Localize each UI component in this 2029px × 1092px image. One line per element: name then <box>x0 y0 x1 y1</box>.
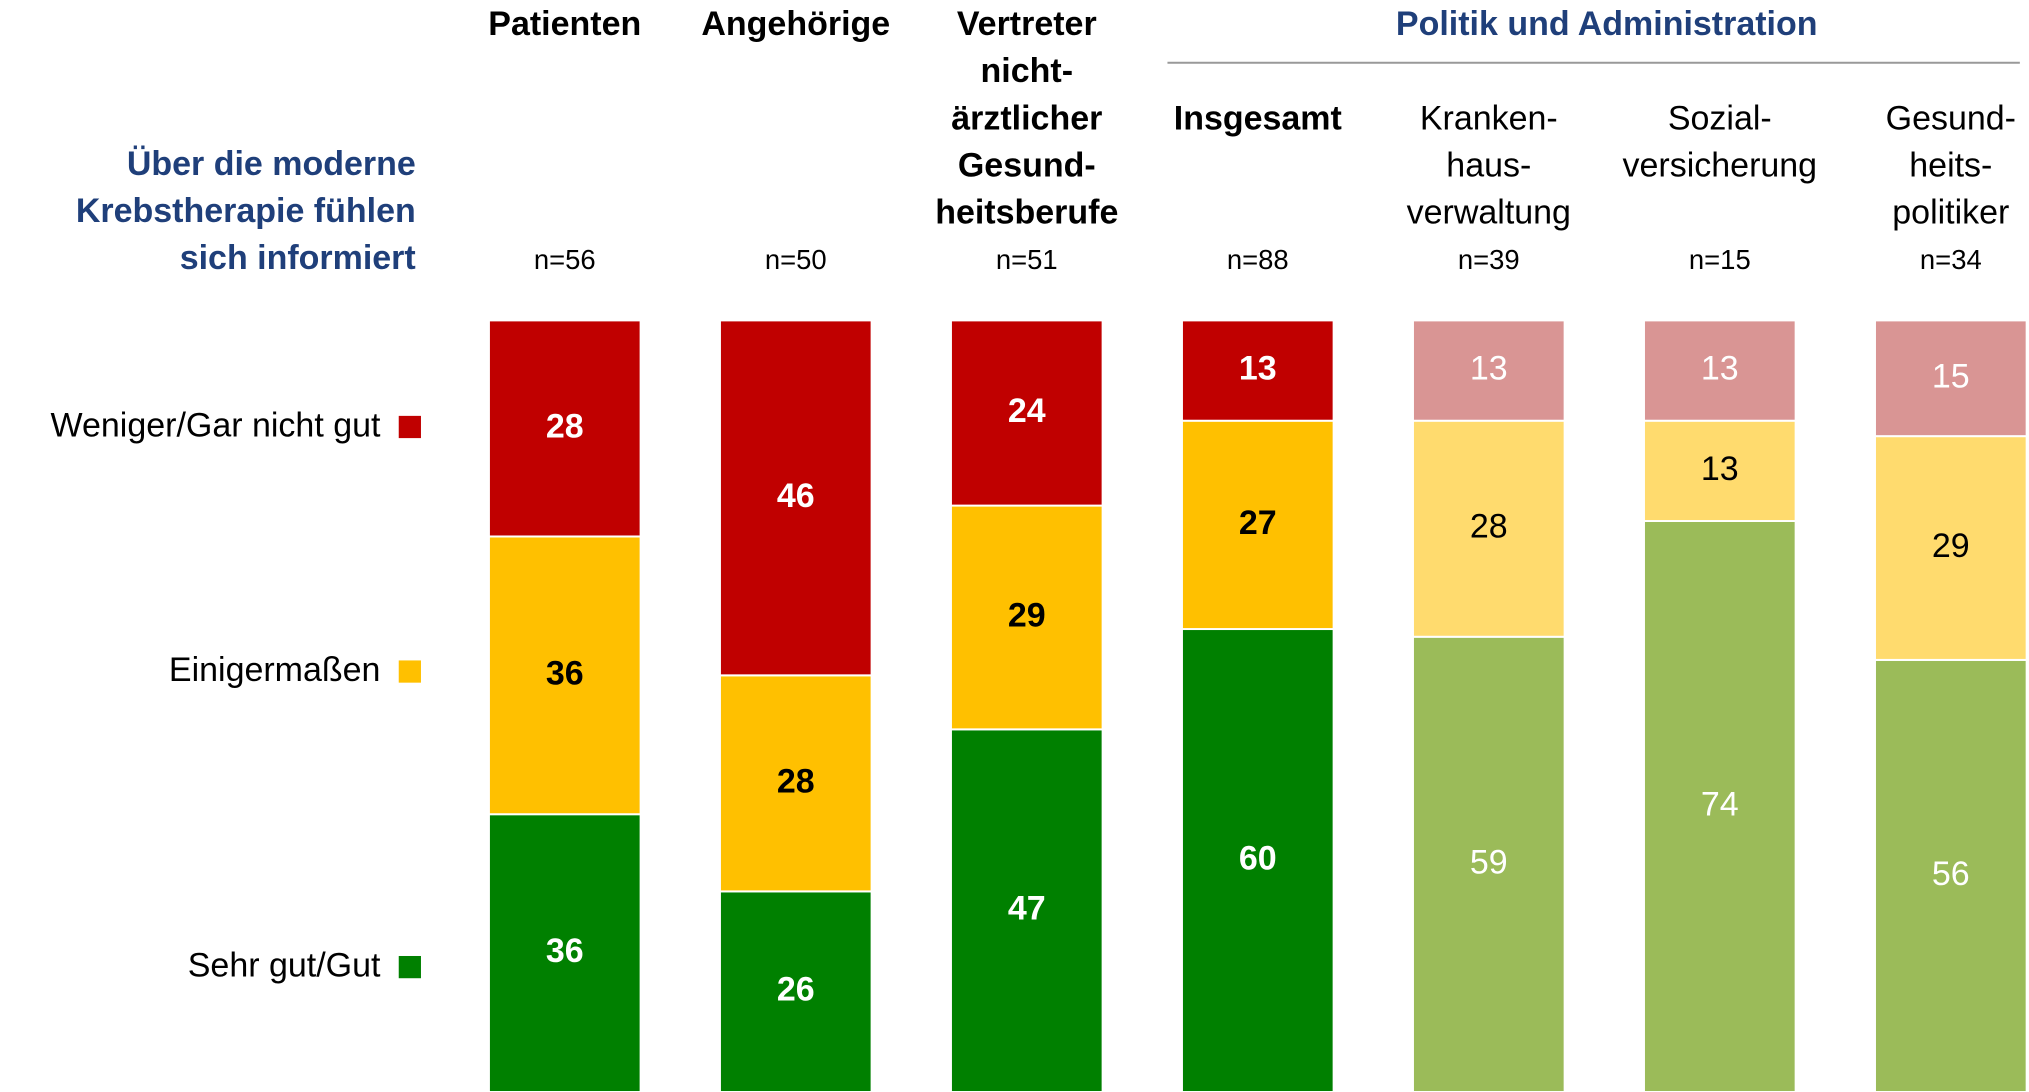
value-label: 36 <box>546 932 584 970</box>
column-header: Insgesamt <box>1174 99 1342 137</box>
bar-segment <box>718 674 873 893</box>
column-header: Gesund- <box>958 146 1096 184</box>
value-label: 13 <box>1701 350 1739 388</box>
value-label: 28 <box>777 762 815 800</box>
bar-segment <box>949 504 1104 731</box>
column-header: verwaltung <box>1407 193 1571 231</box>
column-header: heits- <box>1909 146 1992 184</box>
bar-segment <box>949 728 1104 1092</box>
column-header: Patienten <box>488 5 641 43</box>
chart-title: sich informiert <box>180 239 416 277</box>
value-label: 13 <box>1239 350 1277 388</box>
n-label: n=88 <box>1227 244 1289 275</box>
bar-segment <box>1180 628 1335 1092</box>
value-label: 24 <box>1008 392 1046 430</box>
value-label: 29 <box>1008 596 1046 634</box>
bar-segment <box>1874 658 2028 1092</box>
legend-swatch <box>398 955 421 979</box>
bar-segment <box>1180 419 1335 631</box>
legend-label: Weniger/Gar nicht gut <box>51 407 381 445</box>
bar-segment <box>718 890 873 1092</box>
legend-swatch <box>398 660 421 683</box>
value-label: 26 <box>777 971 815 1009</box>
column-header: nicht- <box>981 52 1073 90</box>
value-label: 59 <box>1470 843 1508 881</box>
value-label: 56 <box>1932 855 1970 893</box>
value-label: 28 <box>546 407 584 445</box>
column-header: Kranken- <box>1420 99 1558 137</box>
n-label: n=51 <box>996 244 1058 275</box>
value-label: 29 <box>1932 527 1970 565</box>
column-header: heitsberufe <box>935 193 1118 231</box>
legend-swatch <box>398 415 421 439</box>
n-label: n=56 <box>534 244 596 275</box>
legend-label: Einigermaßen <box>169 651 381 689</box>
chart-title: Krebstherapie fühlen <box>76 192 416 230</box>
bar-segment <box>1874 319 2028 438</box>
value-label: 36 <box>546 654 584 692</box>
bar-segment <box>1874 435 2028 661</box>
column-header: haus- <box>1446 146 1531 184</box>
column-header: Sozial- <box>1668 99 1772 137</box>
column-header: ärztlicher <box>951 99 1102 137</box>
column-header: Gesund- <box>1886 99 2016 137</box>
chart-title: Über die moderne <box>127 145 416 183</box>
value-label: 15 <box>1932 357 1970 395</box>
value-label: 28 <box>1470 508 1508 546</box>
column-header: Angehörige <box>701 5 890 43</box>
bar-segment <box>487 319 642 538</box>
bar-segment <box>1180 319 1335 422</box>
n-label: n=39 <box>1458 244 1520 275</box>
n-label: n=34 <box>1920 244 1982 275</box>
n-label: n=50 <box>765 244 827 275</box>
value-label: 60 <box>1239 840 1277 878</box>
column-header: versicherung <box>1623 146 1818 184</box>
value-label: 47 <box>1008 890 1046 928</box>
value-label: 13 <box>1701 450 1739 488</box>
column-header: politiker <box>1892 193 2009 231</box>
bar-segment <box>1643 520 1797 1092</box>
value-label: 46 <box>777 477 815 515</box>
bar-segment <box>1643 419 1797 523</box>
column-header: Vertreter <box>957 5 1097 43</box>
bar-segment <box>1411 319 1566 422</box>
bar-segment <box>949 319 1104 507</box>
n-label: n=15 <box>1689 244 1751 275</box>
bar-segment <box>487 535 642 816</box>
bar-segment <box>1643 319 1797 422</box>
value-label: 27 <box>1239 504 1277 542</box>
legend-label: Sehr gut/Gut <box>188 947 381 985</box>
bar-segment <box>718 319 873 677</box>
group-label: Politik und Administration <box>1396 5 1818 43</box>
value-label: 13 <box>1470 350 1508 388</box>
value-label: 74 <box>1701 785 1739 823</box>
